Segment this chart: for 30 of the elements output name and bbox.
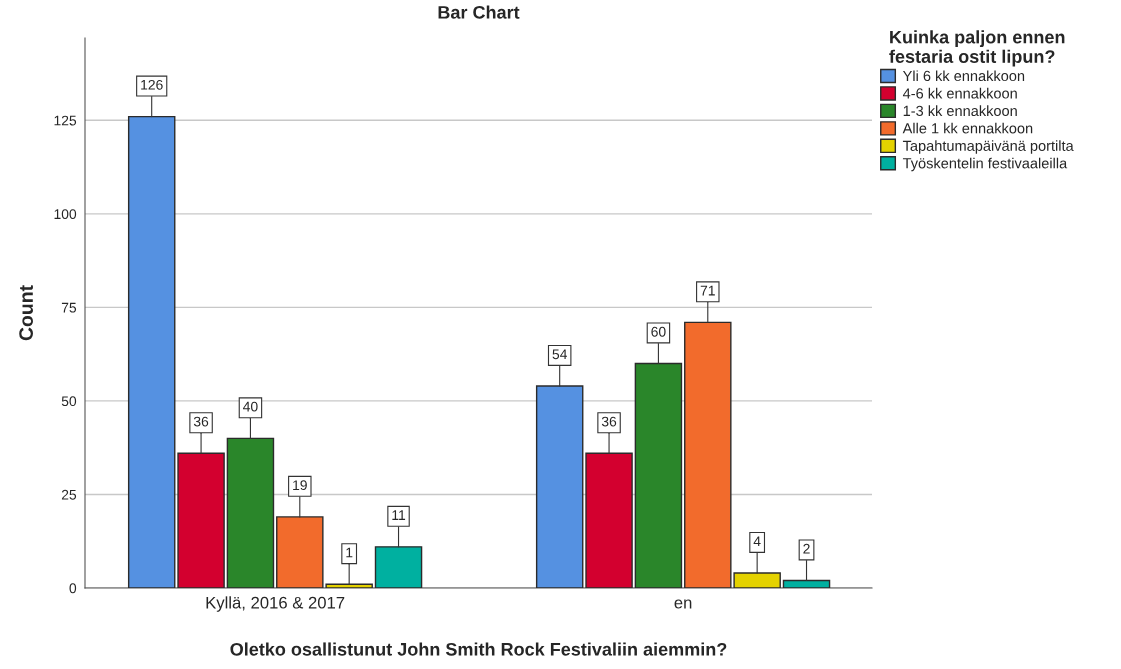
data-label: 60 [651,326,666,337]
legend-label: 4-6 kk ennakkoon [902,87,1017,99]
y-tick-label: 0 [69,583,77,594]
y-tick-label: 75 [61,302,77,313]
y-tick-label: 50 [61,396,77,407]
data-label: 11 [392,510,406,520]
y-tick-label: 125 [54,115,77,126]
y-tick-label: 100 [54,209,77,220]
data-label: 2 [803,543,810,554]
legend-label: Työskentelin festivaaleilla [902,157,1068,172]
data-label: 40 [243,401,258,412]
data-label: 1 [346,547,353,558]
data-label: 36 [193,416,209,427]
x-tick-label: en [674,599,692,609]
legend-title: Kuinka paljon ennen festaria ostit lipun? [889,30,1065,67]
chart-title: Bar Chart [438,5,520,19]
data-label: 54 [552,349,568,360]
x-tick-label: Kyllä, 2016 & 2017 [206,596,345,612]
data-label: 71 [700,285,715,296]
legend-label: Tapahtumapäivänä portilta [902,140,1074,154]
x-axis-title: Oletko osallistunut John Smith Rock Festivaliin aiemmin? [230,642,727,656]
y-axis-title: Count [19,285,33,341]
data-label: 36 [601,416,617,427]
data-label: 19 [293,480,307,491]
legend-label: 1-3 kk ennakkoon [903,105,1017,117]
data-label: 126 [141,79,163,90]
legend-label: Alle 1 kk ennakkoon [902,122,1033,134]
legend-label: Yli 6 kk ennakkoon [902,70,1025,82]
data-label: 4 [753,536,761,547]
y-tick-label: 25 [61,489,77,500]
